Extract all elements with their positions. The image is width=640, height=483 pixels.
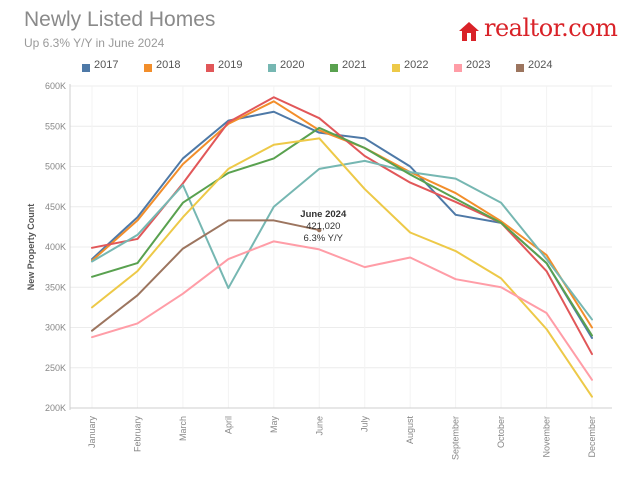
x-tick-label: March: [178, 416, 188, 441]
x-tick-label: December: [587, 416, 597, 458]
y-tick-label: 450K: [45, 202, 66, 212]
grid-lines: [70, 85, 612, 409]
y-tick-label: 400K: [45, 242, 66, 252]
y-tick-label: 500K: [45, 162, 66, 172]
x-tick-label: September: [451, 416, 461, 460]
brand-name: realtor.com: [484, 14, 618, 42]
legend-label: 2018: [156, 59, 181, 71]
series-line-2018: [91, 100, 593, 329]
x-tick-label: June: [314, 416, 324, 436]
legend-label: 2023: [466, 59, 491, 71]
legend-swatch: [82, 64, 90, 72]
y-tick-label: 200K: [45, 403, 66, 413]
x-tick-label: January: [87, 416, 97, 449]
annotation-line: 421,020: [306, 221, 340, 232]
x-tick-label: August: [405, 416, 415, 445]
legend-label: 2024: [528, 59, 553, 71]
legend-swatch: [392, 64, 400, 72]
legend-swatch: [516, 64, 524, 72]
legend-swatch: [330, 64, 338, 72]
series-line-2023: [91, 240, 593, 381]
x-tick-label: July: [360, 416, 370, 433]
y-tick-label: 550K: [45, 121, 66, 131]
axes: 200K 250K 300K 350K 400K 450K 500K 550K 600K Janu…: [26, 81, 612, 460]
legend-swatch: [268, 64, 276, 72]
y-tick-label: 250K: [45, 363, 66, 373]
series-line-2021: [91, 126, 593, 337]
annotation-line: 6.3% Y/Y: [304, 233, 344, 244]
y-tick-label: 350K: [45, 282, 66, 292]
y-axis-label: New Property Count: [26, 204, 36, 291]
legend-label: 2021: [342, 59, 367, 71]
legend-label: 2022: [404, 59, 429, 71]
chart-subtitle: Up 6.3% Y/Y in June 2024: [24, 36, 165, 50]
x-tick-label: February: [132, 416, 142, 453]
series-lines: [91, 96, 593, 398]
series-line-2022: [91, 137, 593, 398]
series-line-2024: [91, 219, 321, 332]
legend-swatch: [206, 64, 214, 72]
annotation-line: June 2024: [300, 209, 347, 220]
y-tick-label: 300K: [45, 323, 66, 333]
annotation-point: [317, 227, 322, 233]
chart-title: Newly Listed Homes: [24, 8, 216, 31]
x-tick-label: May: [269, 416, 279, 434]
x-tick-label: April: [223, 416, 233, 434]
legend-label: 2020: [280, 59, 305, 71]
y-tick-label: 600K: [45, 81, 66, 91]
legend-label: 2017: [94, 59, 119, 71]
legend-swatch: [454, 64, 462, 72]
house-icon: [459, 22, 479, 41]
legend-label: 2019: [218, 59, 243, 71]
legend-swatch: [144, 64, 152, 72]
x-tick-label: November: [542, 416, 552, 458]
x-tick-label: October: [496, 416, 506, 448]
